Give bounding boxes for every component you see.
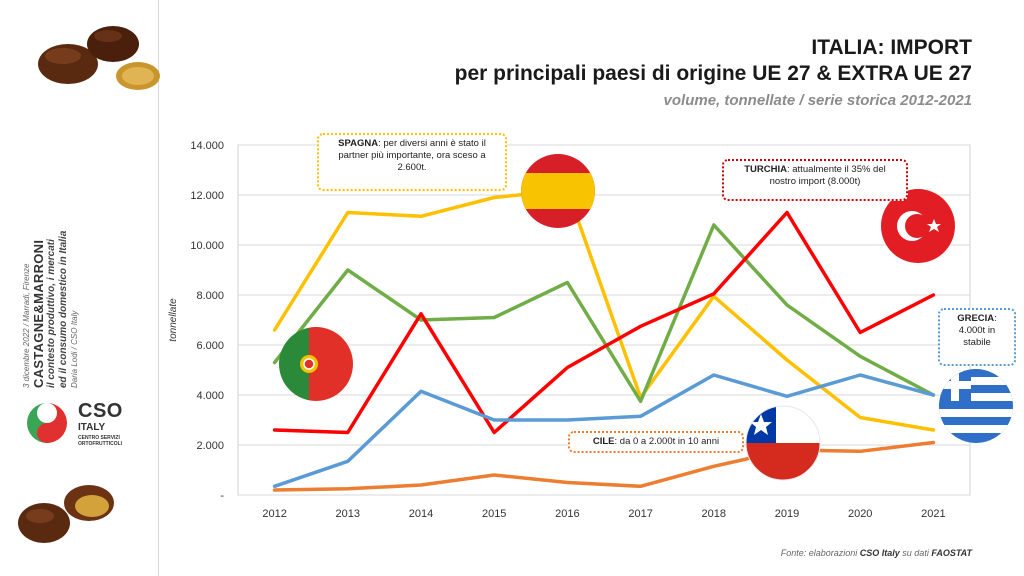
callout-spagna-text: : per diversi anni è stato il partner pi… <box>338 138 486 173</box>
series-line-turchia <box>272 210 936 435</box>
y-tick-label: 14.000 <box>190 140 224 152</box>
callout-turchia-label: TURCHIA <box>744 164 787 175</box>
logo-brand: CSO <box>78 400 123 422</box>
callout-cile-label: CILE <box>592 436 615 447</box>
x-tick-label: 2021 <box>921 508 945 520</box>
greece-flag <box>939 369 1013 443</box>
y-tick-label: 4.000 <box>196 390 224 402</box>
y-tick-label: 12.000 <box>190 190 224 202</box>
callout-cile: CILE: da 0 a 2.000t in 10 anni <box>568 431 744 453</box>
x-tick-label: 2018 <box>702 508 726 520</box>
callout-grecia-text: : 4.000t in stabile <box>958 313 997 348</box>
series-line-spagna <box>272 188 936 432</box>
x-tick-label: 2013 <box>336 508 360 520</box>
source-brand: CSO Italy <box>859 548 900 558</box>
source-middle: su dati <box>899 548 932 558</box>
logo-tagline: CENTRO SERVIZI ORTOFRUTTICOLI <box>78 435 123 447</box>
cso-logo-icon <box>27 403 67 443</box>
chestnuts-image-top <box>38 26 160 90</box>
y-tick-label: 8.000 <box>196 290 224 302</box>
x-tick-label: 2020 <box>848 508 872 520</box>
y-tick-label: 6.000 <box>196 340 224 352</box>
spain-flag <box>521 154 595 228</box>
callout-grecia: GRECIA: 4.000t in stabile <box>938 308 1016 366</box>
cso-italy-logo: CSO ITALY CENTRO SERVIZI ORTOFRUTTICOLI <box>22 398 132 448</box>
logo-sub: ITALY <box>78 422 106 433</box>
callout-grecia-label: GRECIA <box>957 313 995 324</box>
x-tick-label: 2019 <box>775 508 799 520</box>
y-axis: - 2.000 4.000 6.000 8.000 10.000 12.000 14.000 <box>190 140 224 502</box>
series-line-cile <box>272 440 936 492</box>
y-tick-label: 2.000 <box>196 440 224 452</box>
x-tick-label: 2014 <box>409 508 433 520</box>
y-axis-label: tonnellate <box>168 298 179 342</box>
source-note: Fonte: elaborazioni CSO Italy su dati FA… <box>781 548 972 558</box>
series-line-portogallo <box>272 223 936 404</box>
source-prefix: Fonte: elaborazioni <box>780 548 860 558</box>
turkey-flag <box>881 189 955 263</box>
x-tick-label: 2016 <box>555 508 579 520</box>
callout-spagna: SPAGNA: per diversi anni è stato il part… <box>317 133 507 191</box>
x-tick-label: 2015 <box>482 508 506 520</box>
sidebar-divider <box>158 0 159 576</box>
header: ITALIA: IMPORT per principali paesi di o… <box>455 36 972 109</box>
page-subtitle: volume, tonnellate / serie storica 2012-… <box>663 92 972 109</box>
chile-flag <box>745 405 821 481</box>
page-title: ITALIA: IMPORT <box>811 36 972 59</box>
y-tick-label: 10.000 <box>190 240 224 252</box>
x-tick-label: 2017 <box>628 508 652 520</box>
series-lines <box>272 188 936 492</box>
callout-cile-text: : da 0 a 2.000t in 10 anni <box>614 436 720 447</box>
x-axis: 2012 2013 2014 2015 2016 2017 2018 2019 2020 2021 <box>262 508 945 520</box>
series-line-grecia <box>272 373 936 489</box>
chestnuts-image-bottom <box>18 485 114 543</box>
x-tick-label: 2012 <box>262 508 286 520</box>
y-tick-label: - <box>220 490 224 502</box>
page-title-line-2: per principali paesi di origine UE 27 & … <box>454 62 972 85</box>
callout-turchia-text: : attualmente il 35% del nostro import (… <box>769 164 886 187</box>
callout-spagna-label: SPAGNA <box>338 138 379 149</box>
callout-turchia: TURCHIA: attualmente il 35% del nostro i… <box>722 159 908 201</box>
source-name: FAOSTAT <box>931 548 972 558</box>
portugal-flag <box>279 327 353 401</box>
